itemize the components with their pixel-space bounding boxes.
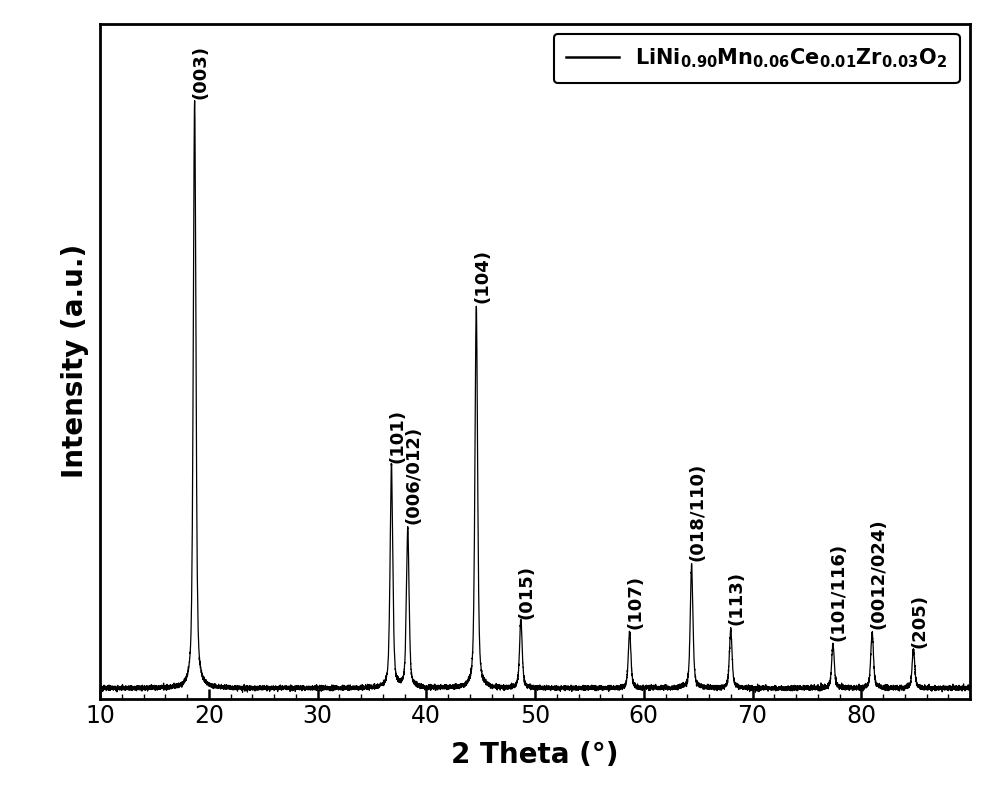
- Text: (006/012): (006/012): [405, 426, 423, 524]
- Text: (018/110): (018/110): [689, 462, 707, 561]
- Text: (003): (003): [192, 45, 210, 99]
- Text: (015): (015): [518, 565, 536, 619]
- Text: (107): (107): [627, 576, 645, 630]
- X-axis label: 2 Theta (°): 2 Theta (°): [451, 742, 619, 769]
- Legend: $\bf{LiNi}$$\bf{_{0.90}}$$\bf{Mn}$$\bf{_{0.06}}$$\bf{Ce}$$\bf{_{0.01}}$$\bf{Zr}$: $\bf{LiNi}$$\bf{_{0.90}}$$\bf{Mn}$$\bf{_…: [554, 34, 960, 83]
- Text: (113): (113): [728, 571, 746, 625]
- Text: (104): (104): [473, 249, 491, 303]
- Text: (205): (205): [910, 595, 928, 649]
- Text: (0012/024): (0012/024): [869, 518, 887, 630]
- Y-axis label: Intensity (a.u.): Intensity (a.u.): [61, 244, 89, 479]
- Text: (101/116): (101/116): [830, 542, 848, 641]
- Text: (101): (101): [388, 409, 406, 463]
